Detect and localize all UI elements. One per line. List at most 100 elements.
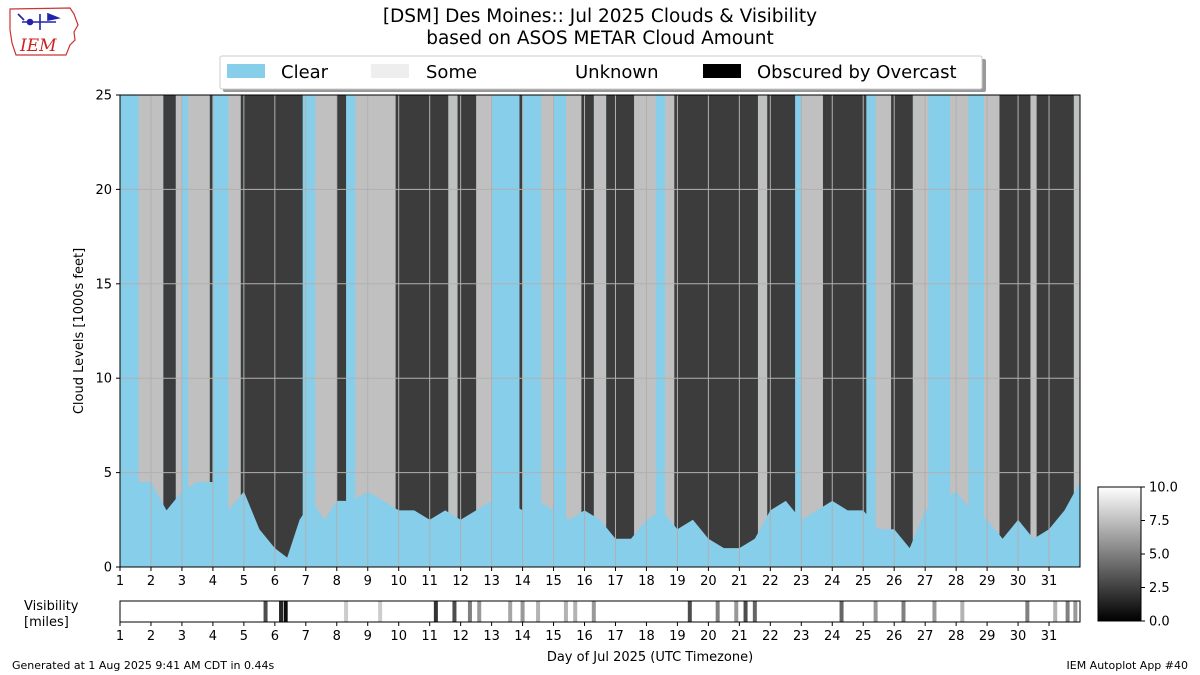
- x-tick-label: 17: [607, 574, 624, 589]
- cloud-segment-clear-2: [212, 95, 229, 567]
- x-tick-label: 1: [116, 629, 124, 644]
- cloud-segment-some-17: [949, 95, 969, 567]
- visibility-mark-23: [932, 601, 937, 622]
- cloud-segment-some-18: [984, 95, 1000, 567]
- cloud-segment-overcast-12: [891, 95, 913, 567]
- visibility-mark-15: [687, 601, 692, 622]
- x-tick-label: 9: [364, 574, 372, 589]
- x-tick-label: 5: [240, 629, 248, 644]
- y-tick-label: 0: [104, 561, 112, 576]
- colorbar-ticks: 0.0 2.5 5.0 7.5 10.0: [1141, 481, 1178, 630]
- x-tick-label: 18: [638, 629, 655, 644]
- x-tick-label: 16: [576, 629, 593, 644]
- x-tick-label: 21: [731, 629, 748, 644]
- cloud-segment-some-16: [912, 95, 929, 567]
- cloud-columns: [120, 95, 1080, 567]
- cloud-segment-some-12: [665, 95, 675, 567]
- cloud-segment-some-5: [355, 95, 396, 567]
- visibility-mark-12: [563, 601, 568, 622]
- x-tick-label: 7: [302, 629, 310, 644]
- cloud-segment-overcast-6: [519, 95, 523, 567]
- cloud-segment-some-13: [757, 95, 768, 567]
- y-tick-label: 15: [95, 277, 112, 292]
- legend-frame: [219, 55, 983, 90]
- x-axis-label: Day of Jul 2025 (UTC Timezone): [547, 650, 753, 665]
- legend-swatch-clear: [227, 64, 265, 78]
- legend-swatch-unknown: [520, 64, 558, 78]
- x-tick-label: 22: [762, 629, 779, 644]
- y-tick-label: 25: [95, 89, 112, 104]
- visibility-label-line2: [miles]: [24, 615, 69, 630]
- legend-swatch-obscured: [703, 64, 741, 78]
- x-axis-visibility: 1 2 3 4 5 6 7 8 9 10 11 12 13 14 15 16 17 18 19 20 21 22 23 24 2…: [116, 622, 1057, 644]
- cloud-segment-some-10: [593, 95, 607, 567]
- x-tick-label: 24: [824, 629, 841, 644]
- colorbar-tick-label: 10.0: [1149, 481, 1178, 496]
- x-tick-label: 21: [731, 574, 748, 589]
- visibility-mark-2: [283, 601, 288, 622]
- visibility-mark-24: [960, 601, 965, 622]
- x-tick-label: 19: [669, 574, 686, 589]
- visibility-mark-19: [752, 601, 757, 622]
- cloud-segment-overcast-10: [767, 95, 796, 567]
- x-tick-label: 15: [545, 574, 562, 589]
- x-tick-label: 15: [545, 629, 562, 644]
- y-tick-label: 10: [95, 372, 112, 387]
- x-tick-label: 25: [855, 574, 872, 589]
- cloud-plot-frame: [119, 94, 1081, 568]
- x-tick-label: 22: [762, 574, 779, 589]
- cloud-segment-overcast-11: [822, 95, 867, 567]
- x-tick-label: 10: [390, 629, 407, 644]
- visibility-mark-18: [743, 601, 748, 622]
- legend: Clear Some Unknown Obscured by Overcast: [219, 55, 986, 92]
- x-tick-label: 2: [147, 574, 155, 589]
- visibility-mark-21: [873, 601, 878, 622]
- x-tick-label: 7: [302, 574, 310, 589]
- legend-label-clear: Clear: [281, 62, 329, 83]
- visibility-mark-13: [573, 601, 578, 622]
- x-tick-label: 17: [607, 629, 624, 644]
- colorbar-tick-label: 5.0: [1149, 548, 1170, 563]
- cloud-segment-overcast-5: [457, 95, 477, 567]
- chart-title: [DSM] Des Moines:: Jul 2025 Clouds & Vis…: [383, 6, 817, 27]
- cloud-base-area: [120, 472, 1080, 567]
- x-tick-label: 23: [793, 574, 810, 589]
- y-tick-label: 5: [104, 466, 112, 481]
- x-tick-label: 1: [116, 574, 124, 589]
- x-tick-label: 26: [886, 574, 903, 589]
- cloud-segment-some-9: [565, 95, 582, 567]
- visibility-mark-4: [378, 601, 383, 622]
- x-tick-label: 14: [514, 574, 531, 589]
- iowa-outline-icon: [9, 7, 79, 56]
- x-tick-label: 11: [421, 574, 438, 589]
- cloud-segment-overcast-14: [1036, 95, 1074, 567]
- cloud-segment-some-4: [315, 95, 337, 567]
- cloud-segment-some-15: [875, 95, 892, 567]
- cloud-segment-some-11: [634, 95, 656, 567]
- visibility-mark-27: [1065, 601, 1070, 622]
- cloud-segment-overcast-1: [209, 95, 213, 567]
- cloud-segment-some-2: [188, 95, 210, 567]
- colorbar: 0.0 2.5 5.0 7.5 10.0: [1097, 481, 1178, 630]
- y-axis: 0 5 10 15 20 25: [95, 89, 120, 576]
- cloud-segment-clear-8: [655, 95, 666, 567]
- weather-station-icon: [17, 12, 61, 30]
- x-tick-label: 6: [271, 574, 279, 589]
- x-axis-main: 1 2 3 4 5 6 7 8 9 10 11 12 13 14 15 16 17 18 19 20 21 22 23 24 2…: [116, 567, 1057, 589]
- visibility-frame: [119, 600, 1081, 623]
- x-tick-label: 16: [576, 574, 593, 589]
- cloud-segment-clear-12: [968, 95, 984, 567]
- colorbar-tick-label: 7.5: [1149, 514, 1170, 529]
- y-axis-label: Cloud Levels [1000s feet]: [72, 248, 87, 414]
- cloud-segment-clear-7: [553, 95, 566, 567]
- visibility-mark-14: [591, 601, 596, 622]
- x-tick-label: 29: [979, 629, 996, 644]
- legend-label-some: Some: [426, 62, 477, 83]
- cloud-segment-some-8: [541, 95, 554, 567]
- x-tick-label: 24: [824, 574, 841, 589]
- logo-text: IEM: [19, 36, 57, 56]
- visibility-mark-0: [263, 601, 268, 622]
- visibility-mark-28: [1073, 601, 1078, 622]
- x-tick-label: 14: [514, 629, 531, 644]
